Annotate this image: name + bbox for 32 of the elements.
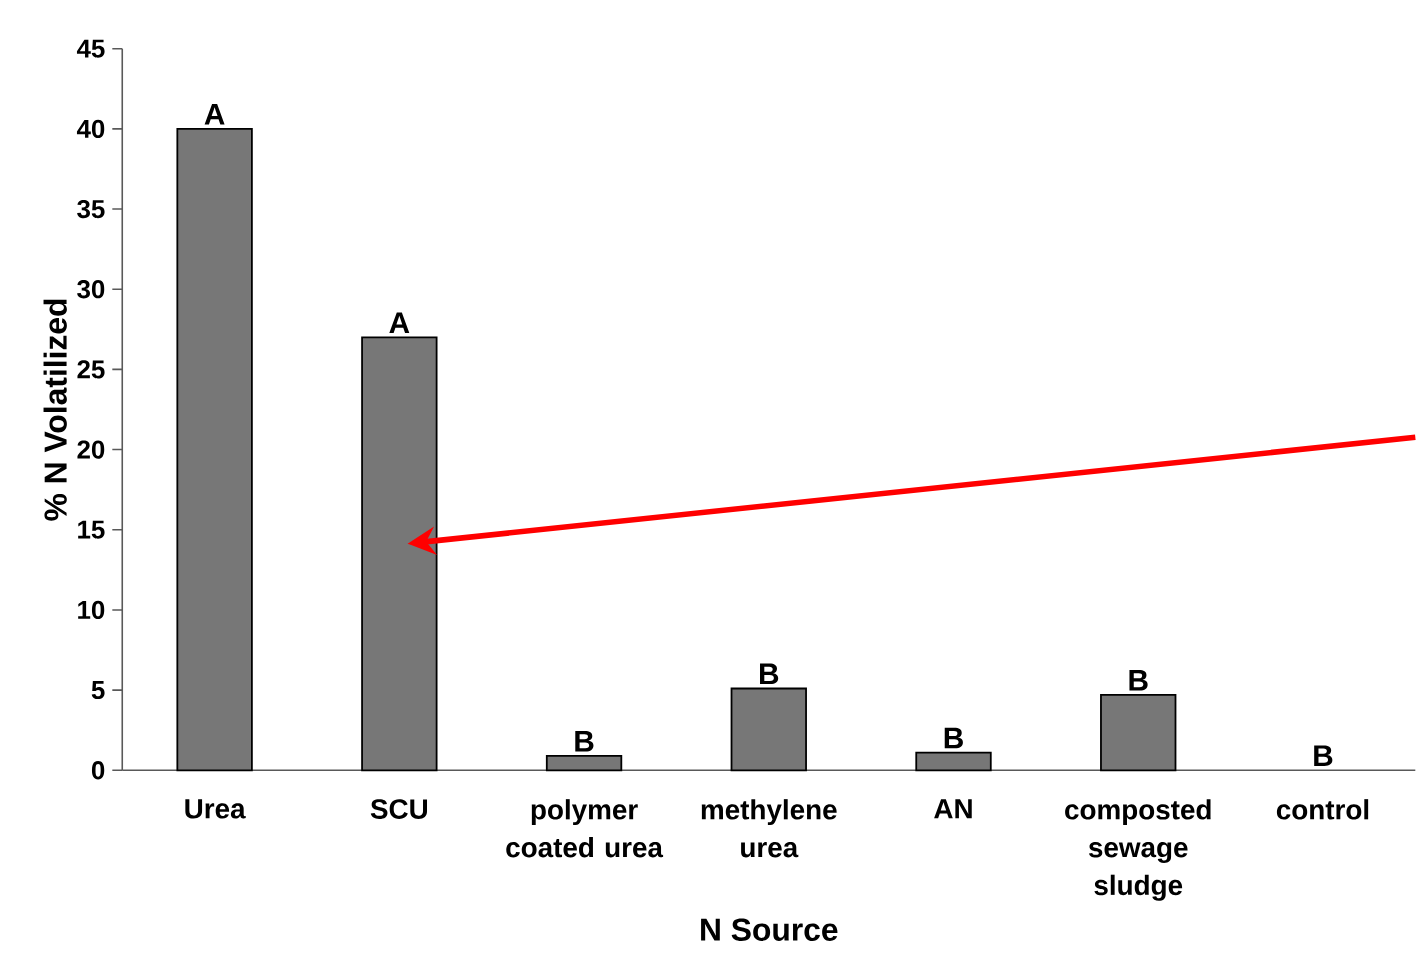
y-tick-label: 25 (77, 360, 105, 379)
bar (176, 127, 253, 772)
y-tick-label: 45 (76, 39, 105, 58)
x-tick-label: polymer coated urea (506, 799, 664, 858)
x-tick-label: SCU (370, 799, 428, 819)
y-tick-label: 15 (78, 520, 105, 539)
annotation: A (204, 103, 225, 125)
annotation: B (1129, 669, 1148, 691)
annotation: B (575, 730, 594, 752)
bar (1100, 693, 1177, 772)
bar (915, 751, 992, 772)
annotation: B (760, 663, 779, 685)
x-tick-label: methylene urea (701, 799, 837, 858)
x-tick-label: Urea (185, 799, 246, 819)
bar (361, 336, 438, 772)
x-tick-label: AN (934, 799, 972, 819)
annotation: B (944, 727, 963, 749)
annotation: A (389, 312, 410, 333)
y-tick-label: 40 (76, 119, 105, 138)
bar (730, 687, 807, 772)
y-tick-label: 20 (77, 440, 105, 459)
annotation: B (1314, 745, 1333, 766)
y-axis-title: % N Volatilized (43, 299, 67, 521)
bar (545, 754, 623, 772)
x-axis-title: N Source (701, 918, 838, 941)
y-tick-label: 0 (91, 761, 105, 780)
y-tick-label: 10 (78, 600, 105, 620)
y-tick-label: 35 (77, 199, 105, 219)
x-tick-label: composted sewage sludge (1065, 799, 1211, 901)
x-tick-label: control (1276, 799, 1369, 820)
y-tick-label: 5 (91, 681, 105, 700)
y-tick-label: 30 (77, 280, 105, 299)
